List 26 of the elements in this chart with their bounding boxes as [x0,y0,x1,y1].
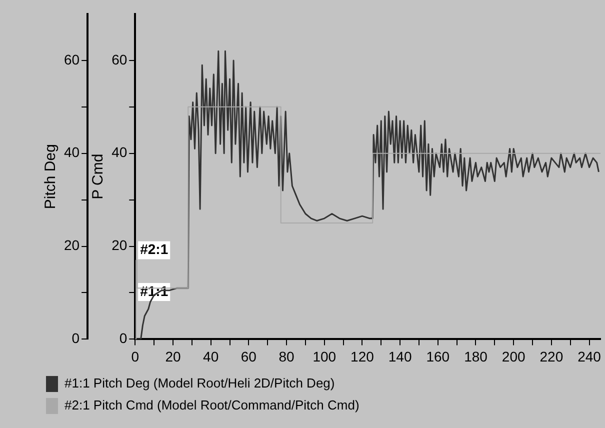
x-tick-label: 140 [388,348,412,364]
x-tick-label: 100 [312,348,336,364]
annotation: #2:1 [140,241,168,258]
x-tick-label: 120 [350,348,374,364]
y-axis-title: Pitch Deg [42,144,60,210]
y2-tick-label: 60 [112,51,128,68]
y-tick-label: 0 [72,330,80,346]
x-tick-label: 20 [165,348,181,364]
x-tick-label: 0 [131,348,140,364]
y2-tick-label: 40 [112,144,128,160]
y2-axis-title: P Cmd [90,154,107,200]
legend-label: #1:1 Pitch Deg (Model Root/Heli 2D/Pitch Deg) [64,376,335,391]
y-tick-label: 60 [64,51,80,68]
x-tick-label: 80 [278,348,295,364]
x-tick-label: 240 [578,348,602,364]
legend-label: #2:1 Pitch Cmd (Model Root/Command/Pitch Cmd) [64,398,360,413]
x-tick-label: 160 [426,348,450,364]
y2-tick-label: 0 [119,330,128,346]
y-tick-label: 20 [64,237,80,254]
y-tick-label: 40 [64,144,80,160]
x-tick-label: 200 [502,348,526,364]
x-tick-label: 180 [464,348,488,364]
x-tick-label: 40 [203,348,219,364]
x-tick-label: 220 [540,348,564,364]
y2-tick-label: 20 [112,237,128,254]
x-tick-label: 60 [240,348,257,364]
